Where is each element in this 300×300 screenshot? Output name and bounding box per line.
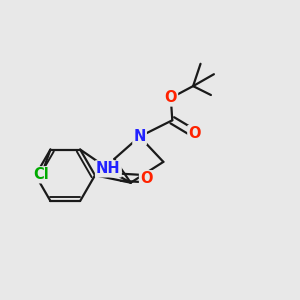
Text: O: O — [165, 91, 177, 106]
Text: N: N — [134, 129, 146, 144]
Text: Cl: Cl — [34, 167, 50, 182]
Text: O: O — [188, 126, 201, 141]
Text: O: O — [140, 171, 152, 186]
Text: NH: NH — [96, 161, 121, 176]
